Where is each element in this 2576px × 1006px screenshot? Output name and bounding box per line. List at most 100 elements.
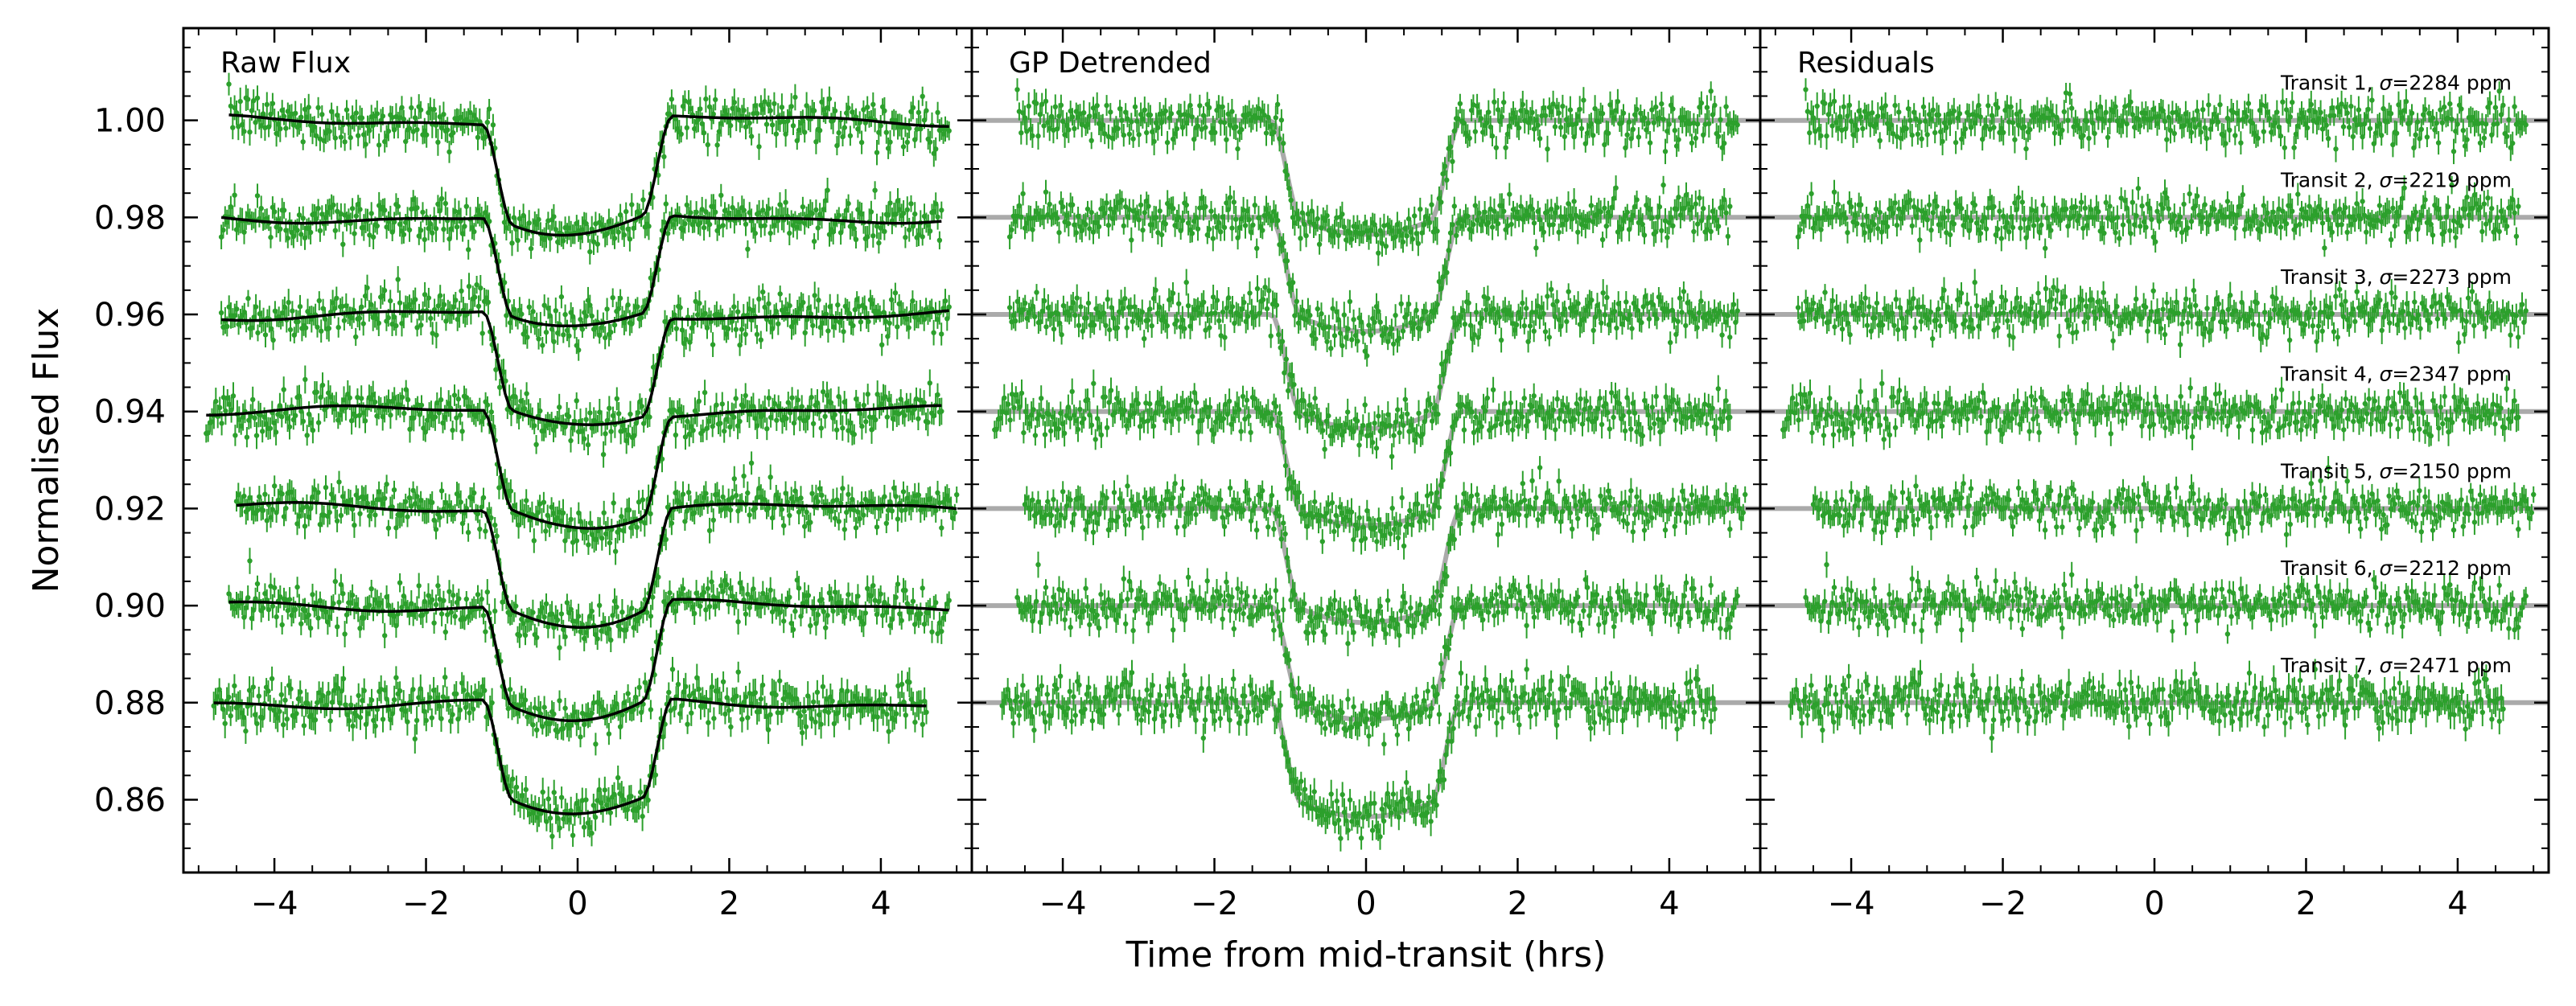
data-point xyxy=(281,387,286,392)
data-point xyxy=(561,332,566,338)
data-point xyxy=(397,580,403,585)
data-point xyxy=(895,581,901,587)
data-point xyxy=(451,129,456,136)
data-point xyxy=(374,111,380,117)
data-point xyxy=(650,594,656,600)
data-point xyxy=(933,507,939,514)
data-point xyxy=(284,717,290,722)
data-point xyxy=(685,490,692,495)
data-point xyxy=(646,224,652,229)
data-point xyxy=(485,299,492,306)
data-point xyxy=(903,235,908,240)
data-point xyxy=(429,715,434,721)
data-point xyxy=(298,689,303,695)
data-point xyxy=(735,309,741,314)
data-point xyxy=(409,105,414,111)
data-point xyxy=(522,406,528,412)
data-point xyxy=(826,96,833,102)
data-point xyxy=(684,125,689,131)
data-point xyxy=(348,134,353,141)
data-point xyxy=(851,225,857,232)
data-point xyxy=(855,593,861,599)
data-point xyxy=(327,509,332,515)
data-point xyxy=(702,389,708,396)
data-point xyxy=(808,311,814,317)
data-point xyxy=(857,515,862,522)
data-point xyxy=(270,507,275,512)
data-point xyxy=(640,497,646,503)
data-point xyxy=(557,645,562,651)
data-point xyxy=(920,585,925,591)
data-point xyxy=(879,613,886,618)
data-point xyxy=(927,380,933,386)
data-point xyxy=(825,328,831,334)
data-point xyxy=(885,334,891,339)
data-point xyxy=(805,593,812,598)
data-point xyxy=(493,367,499,372)
data-point xyxy=(853,236,859,242)
data-point xyxy=(281,722,286,728)
data-point xyxy=(701,224,707,231)
data-point xyxy=(581,824,587,830)
data-point xyxy=(376,320,381,326)
data-point xyxy=(521,621,526,626)
data-point xyxy=(617,295,623,302)
data-point xyxy=(524,498,529,503)
data-point xyxy=(936,500,943,506)
data-point xyxy=(488,515,494,521)
data-point xyxy=(661,220,667,225)
data-point xyxy=(731,304,737,310)
data-point xyxy=(414,717,420,724)
data-point xyxy=(748,133,755,139)
data-point xyxy=(445,612,451,618)
data-point xyxy=(792,608,798,614)
data-point xyxy=(484,119,490,125)
data-point xyxy=(247,129,253,135)
data-point xyxy=(844,509,850,515)
data-point xyxy=(353,110,359,116)
data-point xyxy=(773,308,780,314)
data-point xyxy=(461,688,467,693)
data-point xyxy=(936,237,943,243)
data-point xyxy=(298,114,304,120)
data-point xyxy=(442,675,448,680)
data-point xyxy=(927,228,933,234)
data-point xyxy=(691,320,697,326)
data-point xyxy=(832,515,838,521)
data-point xyxy=(608,329,614,335)
data-point xyxy=(812,293,817,298)
data-point xyxy=(795,397,800,403)
data-point xyxy=(819,597,825,602)
data-point xyxy=(709,579,714,585)
data-point xyxy=(710,342,716,347)
data-point xyxy=(254,721,260,727)
data-point xyxy=(865,392,870,397)
data-point xyxy=(478,285,484,291)
data-point xyxy=(426,295,432,301)
data-point xyxy=(388,413,393,418)
data-point xyxy=(628,411,633,417)
data-point xyxy=(754,331,760,338)
data-point xyxy=(714,142,720,148)
data-point xyxy=(600,452,607,458)
data-point xyxy=(475,511,481,517)
data-point xyxy=(835,302,841,308)
data-point xyxy=(530,722,536,728)
data-point xyxy=(882,228,887,234)
data-point xyxy=(349,592,356,598)
data-point xyxy=(457,707,463,713)
data-point xyxy=(451,392,458,398)
data-point xyxy=(678,131,684,137)
data-point xyxy=(397,688,403,694)
data-point xyxy=(410,687,416,692)
data-point xyxy=(515,237,521,244)
data-point xyxy=(479,331,485,336)
data-point xyxy=(920,93,925,100)
data-point xyxy=(257,412,263,418)
data-point xyxy=(357,715,364,721)
data-point xyxy=(743,611,749,617)
data-point xyxy=(602,787,607,793)
data-point xyxy=(737,342,743,348)
data-point xyxy=(611,236,618,241)
